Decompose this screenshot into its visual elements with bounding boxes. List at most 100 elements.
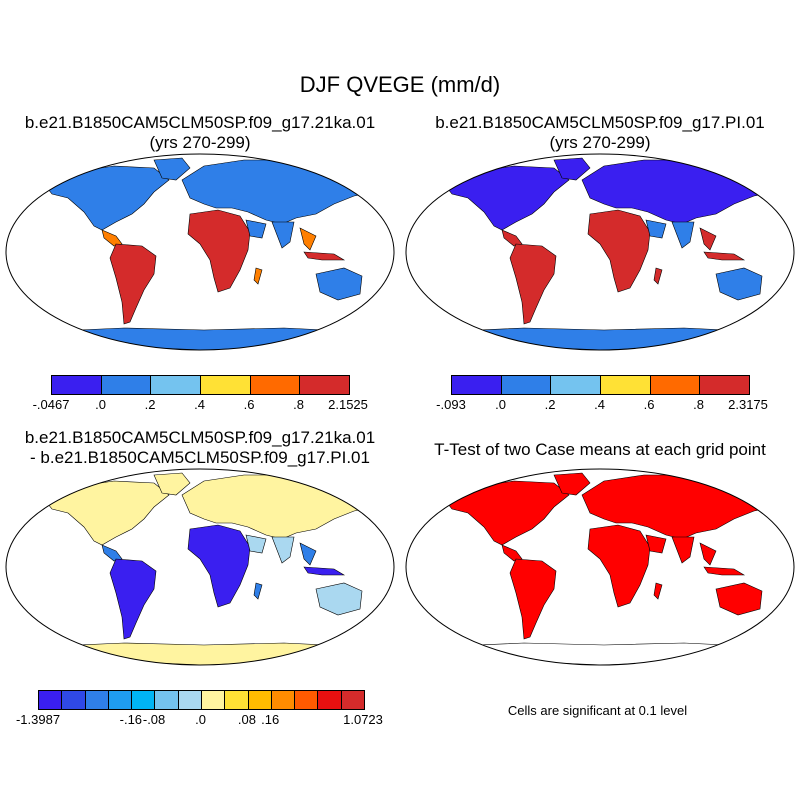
map-panel-2 bbox=[405, 153, 795, 351]
colorbar-swatch bbox=[700, 376, 750, 394]
colorbar-swatch bbox=[62, 691, 86, 709]
landmass-seAsia bbox=[699, 542, 717, 566]
colorbar-label: .0 bbox=[195, 712, 206, 727]
colorbar-swatch bbox=[248, 691, 272, 709]
panel-1-title-line-2: (yrs 270-299) bbox=[149, 133, 251, 152]
colorbar-swatch bbox=[501, 376, 552, 394]
map-border bbox=[405, 468, 795, 666]
landmass-india bbox=[271, 221, 295, 249]
landmass-australia bbox=[715, 582, 763, 616]
map-panel-4 bbox=[405, 468, 795, 666]
colorbar-swatch bbox=[52, 376, 102, 394]
colorbar-label: .6 bbox=[643, 397, 655, 412]
colorbar-swatch bbox=[225, 691, 249, 709]
panel-1-title: b.e21.B1850CAM5CLM50SP.f09_g17.21ka.01 (… bbox=[0, 113, 400, 153]
landmass-australia bbox=[315, 267, 363, 301]
landmass-greenland bbox=[153, 472, 191, 496]
landmass-madagascar bbox=[653, 582, 663, 600]
landmass-seAsia bbox=[699, 227, 717, 251]
colorbar-label: .16 bbox=[261, 712, 280, 727]
colorbar-label: .6 bbox=[243, 397, 255, 412]
landmass-antarctica bbox=[433, 327, 768, 350]
panel-4-title: T-Test of two Case means at each grid po… bbox=[400, 440, 800, 460]
colorbar-swatch bbox=[650, 376, 701, 394]
landmass-northAmerica bbox=[443, 480, 570, 546]
landmass-africa bbox=[187, 524, 251, 608]
landmass-india bbox=[271, 536, 295, 564]
colorbar-label: -.08 bbox=[142, 712, 166, 727]
landmass-madagascar bbox=[653, 267, 663, 285]
colorbar-label: -.0467 bbox=[32, 397, 70, 412]
panel-3-title: b.e21.B1850CAM5CLM50SP.f09_g17.21ka.01 -… bbox=[0, 428, 400, 468]
colorbar-label: .4 bbox=[594, 397, 605, 412]
colorbar-panel-1 bbox=[51, 375, 350, 395]
colorbar-swatch bbox=[295, 691, 319, 709]
colorbar-panel-3 bbox=[38, 690, 365, 710]
colorbar-swatch bbox=[452, 376, 502, 394]
colorbar-swatch bbox=[101, 376, 152, 394]
landmass-northAmerica bbox=[43, 165, 170, 231]
landmass-arabia bbox=[245, 534, 267, 554]
colorbar-label: .4 bbox=[194, 397, 205, 412]
colorbar-label: 1.0723 bbox=[343, 712, 383, 727]
colorbar-swatch bbox=[601, 376, 651, 394]
landmass-greenland bbox=[553, 157, 591, 181]
colorbar-label: .8 bbox=[293, 397, 304, 412]
colorbar-swatch bbox=[178, 691, 202, 709]
colorbar-label: -.16 bbox=[119, 712, 143, 727]
colorbar-label: .2 bbox=[544, 397, 556, 412]
panel-3-title-line-2: - b.e21.B1850CAM5CLM50SP.f09_g17.PI.01 bbox=[30, 448, 370, 467]
significance-note: Cells are significant at 0.1 level bbox=[507, 703, 688, 718]
panel-2-title: b.e21.B1850CAM5CLM50SP.f09_g17.PI.01 (yr… bbox=[400, 113, 800, 153]
colorbar-label: .08 bbox=[237, 712, 256, 727]
landmass-southAmerica bbox=[509, 243, 557, 325]
landmass-seAsia bbox=[299, 227, 317, 251]
colorbar-swatch bbox=[155, 691, 179, 709]
landmass-antarctica bbox=[433, 642, 768, 665]
landmass-madagascar bbox=[253, 582, 263, 600]
landmass-india bbox=[671, 536, 695, 564]
panel-1-title-line-1: b.e21.B1850CAM5CLM50SP.f09_g17.21ka.01 bbox=[24, 113, 376, 132]
colorbar-swatch bbox=[132, 691, 156, 709]
landmass-africa bbox=[587, 209, 651, 293]
landmass-antarctica bbox=[33, 642, 368, 665]
landmass-africa bbox=[587, 524, 651, 608]
figure-title: DJF QVEGE (mm/d) bbox=[299, 72, 501, 97]
map-border bbox=[405, 153, 795, 351]
colorbar-panel-2 bbox=[451, 375, 750, 395]
landmass-arabia bbox=[645, 534, 667, 554]
landmass-seAsia bbox=[299, 542, 317, 566]
landmass-northAmerica bbox=[443, 165, 570, 231]
colorbar-panel-2-labels: -.093 .0 .2 .4 .6 .8 2.3175 bbox=[436, 397, 768, 413]
landmass-arabia bbox=[245, 219, 267, 239]
colorbar-swatch bbox=[341, 691, 364, 709]
map-border bbox=[5, 153, 395, 351]
colorbar-label: -.093 bbox=[436, 397, 466, 412]
colorbar-label: 2.3175 bbox=[728, 397, 768, 412]
landmass-australia bbox=[715, 267, 763, 301]
landmass-africa bbox=[187, 209, 251, 293]
colorbar-swatch bbox=[271, 691, 296, 709]
landmass-greenland bbox=[553, 472, 591, 496]
colorbar-label: .8 bbox=[693, 397, 704, 412]
landmass-southAmerica bbox=[509, 558, 557, 640]
colorbar-label: 2.1525 bbox=[328, 397, 368, 412]
landmass-antarctica bbox=[33, 327, 368, 350]
colorbar-swatch bbox=[108, 691, 133, 709]
colorbar-swatch bbox=[85, 691, 109, 709]
colorbar-swatch bbox=[551, 376, 602, 394]
colorbar-swatch bbox=[201, 376, 251, 394]
landmass-australia bbox=[315, 582, 363, 616]
panel-2-title-line-1: b.e21.B1850CAM5CLM50SP.f09_g17.PI.01 bbox=[435, 113, 765, 132]
colorbar-label: -1.3987 bbox=[15, 712, 61, 727]
colorbar-label: .2 bbox=[144, 397, 156, 412]
panel-3-title-line-1: b.e21.B1850CAM5CLM50SP.f09_g17.21ka.01 bbox=[24, 428, 376, 447]
map-panel-1 bbox=[5, 153, 395, 351]
colorbar-swatch bbox=[250, 376, 301, 394]
colorbar-swatch bbox=[318, 691, 342, 709]
landmass-indonesia bbox=[303, 251, 346, 261]
colorbar-panel-3-labels: -1.3987 1.0723 -.16 -.08 .0 .08 .16 bbox=[16, 712, 383, 728]
colorbar-swatch bbox=[201, 691, 226, 709]
panel-4-title-line-1: T-Test of two Case means at each grid po… bbox=[434, 440, 766, 459]
panel-2-title-line-2: (yrs 270-299) bbox=[549, 133, 651, 152]
